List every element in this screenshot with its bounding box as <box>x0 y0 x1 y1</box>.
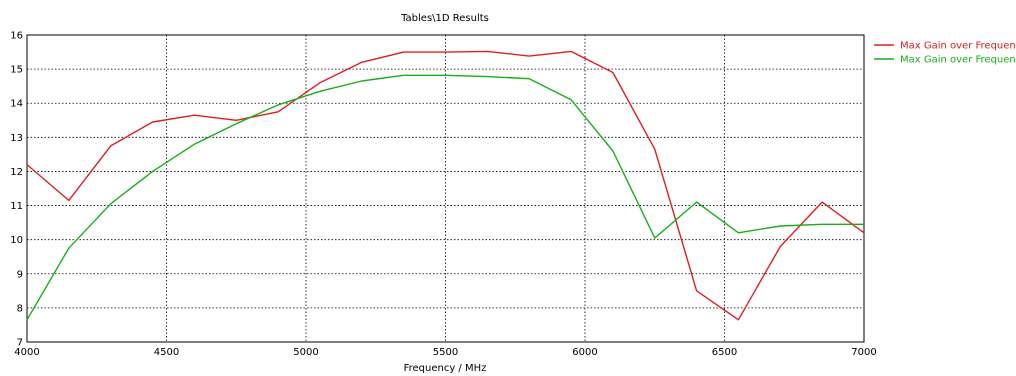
y-tick-label: 9 <box>17 269 23 280</box>
legend-label-1: Max Gain over Frequency <box>900 41 1016 52</box>
y-tick-label: 7 <box>17 338 23 349</box>
y-tick-label: 13 <box>10 133 23 144</box>
x-tick-label: 5000 <box>293 347 318 358</box>
y-tick-label: 14 <box>10 99 23 110</box>
x-tick-label: 5500 <box>433 347 458 358</box>
x-tick-label: 6000 <box>572 347 597 358</box>
x-axis-label: Frequency / MHz <box>404 363 487 374</box>
y-tick-label: 8 <box>17 303 23 314</box>
series-lines <box>26 50 865 321</box>
series-line-2 <box>26 74 864 321</box>
grid <box>27 35 864 342</box>
legend-label-2: Max Gain over Frequency_1 <box>900 55 1016 66</box>
y-tick-label: 15 <box>10 65 23 76</box>
axis-ticks: 4000 4500 5000 5500 6000 6500 7000 7 8 9 10 11 12 13 1… <box>10 31 876 359</box>
x-tick-label: 6500 <box>712 347 737 358</box>
plot-frame <box>26 34 865 343</box>
x-tick-label: 7000 <box>851 347 876 358</box>
series-line-1 <box>26 50 865 321</box>
y-tick-label: 12 <box>10 167 23 178</box>
x-tick-label: 4000 <box>14 347 39 358</box>
y-tick-label: 11 <box>10 201 23 212</box>
y-tick-label: 10 <box>10 235 23 246</box>
legend: Max Gain over Frequency Max Gain over Fre… <box>874 41 1016 66</box>
y-tick-label: 16 <box>10 31 23 42</box>
chart-title: Tables\1D Results <box>400 13 489 24</box>
x-tick-label: 4500 <box>154 347 179 358</box>
